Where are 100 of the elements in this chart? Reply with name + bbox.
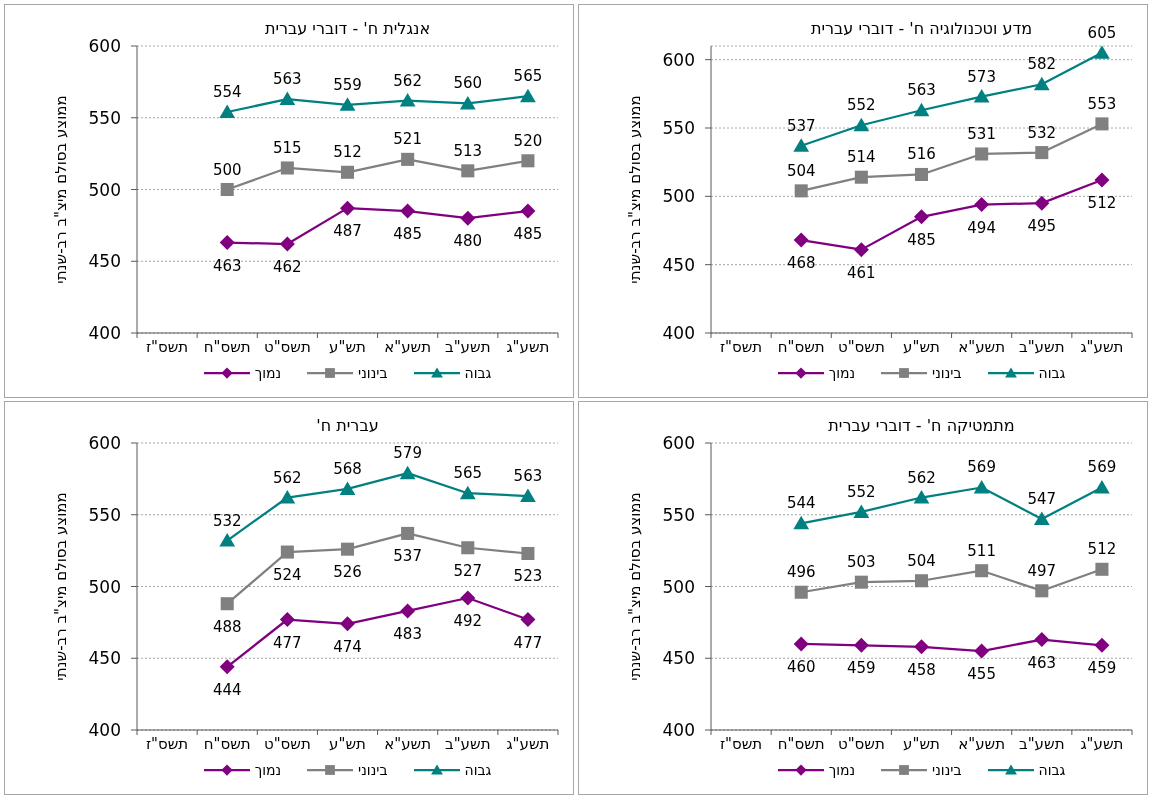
x-tick-label: תשס"ח bbox=[203, 338, 251, 356]
data-label: 560 bbox=[453, 74, 483, 93]
point bbox=[854, 170, 868, 184]
x-tick-label: תשס"ז bbox=[145, 338, 189, 356]
point bbox=[459, 485, 476, 500]
legend-label: גבוה bbox=[1038, 762, 1066, 778]
data-label: 515 bbox=[273, 138, 302, 157]
y-tick-label: 400 bbox=[88, 720, 121, 741]
y-tick-label: 450 bbox=[662, 648, 695, 669]
point bbox=[340, 200, 355, 216]
data-label: 537 bbox=[393, 547, 422, 566]
data-label: 527 bbox=[453, 561, 483, 580]
point bbox=[340, 542, 355, 556]
point bbox=[400, 203, 416, 219]
data-label: 513 bbox=[453, 141, 483, 160]
x-tick-label: תשס"ט bbox=[837, 338, 885, 356]
x-tick-label: תשע"ב bbox=[445, 735, 491, 753]
point bbox=[1035, 584, 1049, 598]
data-label: 569 bbox=[967, 458, 996, 477]
chart-title: מדע וטכנולוגיה ח' - דוברי עברית bbox=[810, 19, 1033, 38]
x-tick-label: תשע"ג bbox=[1080, 338, 1124, 356]
x-tick-label: תשס"ז bbox=[719, 735, 763, 753]
point bbox=[975, 147, 989, 161]
point bbox=[914, 167, 929, 181]
point bbox=[279, 236, 295, 252]
y-tick-label: 450 bbox=[88, 251, 121, 272]
y-tick-label: 500 bbox=[662, 576, 695, 597]
point bbox=[973, 89, 990, 103]
y-tick-label: 450 bbox=[662, 254, 695, 275]
point bbox=[1094, 46, 1110, 59]
x-tick-label: תשס"ט bbox=[837, 735, 885, 753]
data-label: 485 bbox=[393, 225, 422, 244]
x-tick-label: תשס"ז bbox=[719, 338, 763, 356]
point bbox=[219, 235, 235, 251]
x-tick-label: תש"ע bbox=[329, 735, 366, 753]
point bbox=[853, 504, 870, 518]
data-label: 544 bbox=[786, 494, 816, 513]
data-label: 460 bbox=[786, 657, 816, 676]
data-label: 512 bbox=[1087, 193, 1117, 212]
point bbox=[1033, 511, 1050, 526]
point bbox=[914, 574, 929, 588]
x-tick-label: תשס"ט bbox=[263, 735, 311, 753]
data-label: 488 bbox=[212, 617, 242, 636]
y-tick-label: 500 bbox=[88, 179, 121, 200]
data-label: 504 bbox=[786, 161, 816, 180]
x-tick-label: תשע"א bbox=[958, 338, 1006, 356]
point bbox=[399, 465, 416, 480]
point bbox=[974, 643, 990, 659]
y-tick-label: 600 bbox=[662, 433, 695, 454]
point bbox=[521, 154, 535, 168]
point bbox=[339, 481, 356, 495]
data-label: 463 bbox=[1027, 653, 1057, 672]
data-label: 477 bbox=[513, 633, 543, 652]
data-label: 565 bbox=[513, 67, 543, 86]
x-tick-label: תשס"ח bbox=[203, 735, 251, 753]
point bbox=[853, 637, 869, 653]
point bbox=[794, 184, 808, 198]
x-tick-label: תשע"ב bbox=[1019, 338, 1065, 356]
data-label: 474 bbox=[333, 637, 362, 656]
data-label: 562 bbox=[393, 71, 422, 90]
data-label: 531 bbox=[967, 124, 996, 143]
point bbox=[913, 490, 930, 504]
point bbox=[914, 639, 929, 655]
y-tick-label: 400 bbox=[88, 323, 121, 344]
data-label: 526 bbox=[333, 563, 362, 582]
data-label: 562 bbox=[273, 468, 302, 487]
data-label: 573 bbox=[967, 67, 996, 86]
data-label: 459 bbox=[1087, 659, 1117, 678]
data-label: 459 bbox=[847, 659, 876, 678]
point bbox=[1034, 632, 1050, 648]
chart-title: עברית ח' bbox=[315, 416, 380, 436]
data-label: 500 bbox=[212, 160, 242, 179]
point bbox=[793, 138, 810, 152]
legend-label: נמוך bbox=[828, 365, 856, 381]
point bbox=[854, 575, 868, 589]
point bbox=[520, 88, 536, 103]
point bbox=[280, 545, 294, 559]
legend-label: נמוך bbox=[254, 762, 282, 778]
data-label: 563 bbox=[513, 467, 543, 486]
data-label: 512 bbox=[1087, 540, 1117, 559]
point bbox=[399, 93, 416, 107]
point bbox=[520, 612, 536, 628]
point bbox=[459, 95, 476, 110]
point bbox=[340, 165, 355, 179]
x-tick-label: תשע"א bbox=[384, 735, 432, 753]
y-axis-title: ממוצע בסולם מיצ"ב רב-שנתי bbox=[52, 95, 70, 284]
point bbox=[339, 97, 356, 111]
legend-label: בינוני bbox=[932, 762, 962, 778]
legend-label: בינוני bbox=[358, 365, 388, 381]
point bbox=[1095, 562, 1109, 576]
y-tick-label: 500 bbox=[662, 186, 695, 207]
point bbox=[913, 102, 930, 117]
point bbox=[1094, 637, 1110, 653]
legend-label: גבוה bbox=[464, 762, 492, 778]
point bbox=[400, 603, 416, 619]
y-tick-label: 550 bbox=[662, 504, 695, 525]
point bbox=[794, 585, 808, 599]
data-label: 461 bbox=[847, 263, 876, 282]
data-label: 565 bbox=[453, 464, 483, 483]
point bbox=[219, 104, 236, 119]
